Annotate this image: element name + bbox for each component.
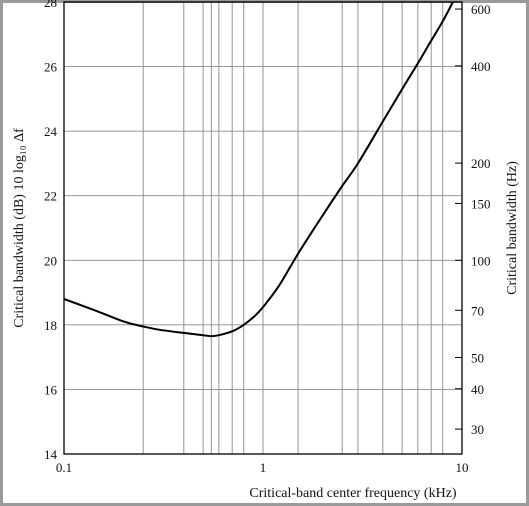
y-axis-label: Critical bandwidth (dB) 10 log₁₀ Δf <box>12 128 27 328</box>
x-tick-label: 10 <box>456 460 469 475</box>
y2-tick-label: 70 <box>471 303 484 318</box>
y-tick-label: 14 <box>44 447 58 462</box>
y-tick-label: 18 <box>44 318 57 333</box>
y2-axis-label: Critical bandwidth (Hz) <box>505 161 520 295</box>
y2-tick-label: 150 <box>471 196 491 211</box>
y2-tick-label: 200 <box>471 156 491 171</box>
y2-tick-label: 100 <box>471 253 491 268</box>
y-tick-label: 26 <box>44 60 58 75</box>
y-tick-label: 16 <box>44 382 58 397</box>
grid <box>64 2 462 454</box>
tick-labels: 30 40 50 70 100 150 200 400 600 14 16 18 20 22 24 26 28 0… <box>44 0 491 475</box>
y-tick-label: 28 <box>44 0 57 10</box>
y2-tick-label: 400 <box>471 59 491 74</box>
y2-tick-label: 40 <box>471 382 484 397</box>
y2-tick-label: 30 <box>471 422 484 437</box>
y-tick-label: 22 <box>44 189 57 204</box>
right-axis-ticks <box>455 8 462 430</box>
x-tick-label: 0.1 <box>56 460 72 475</box>
y2-tick-label: 600 <box>471 2 491 17</box>
x-tick-label: 1 <box>260 460 267 475</box>
series-line <box>63 1 454 338</box>
y-tick-label: 24 <box>44 124 58 139</box>
x-axis-label: Critical-band center frequency (kHz) <box>249 486 457 501</box>
y-tick-label: 20 <box>44 253 57 268</box>
plot-area <box>63 1 463 455</box>
y2-tick-label: 50 <box>471 350 484 365</box>
